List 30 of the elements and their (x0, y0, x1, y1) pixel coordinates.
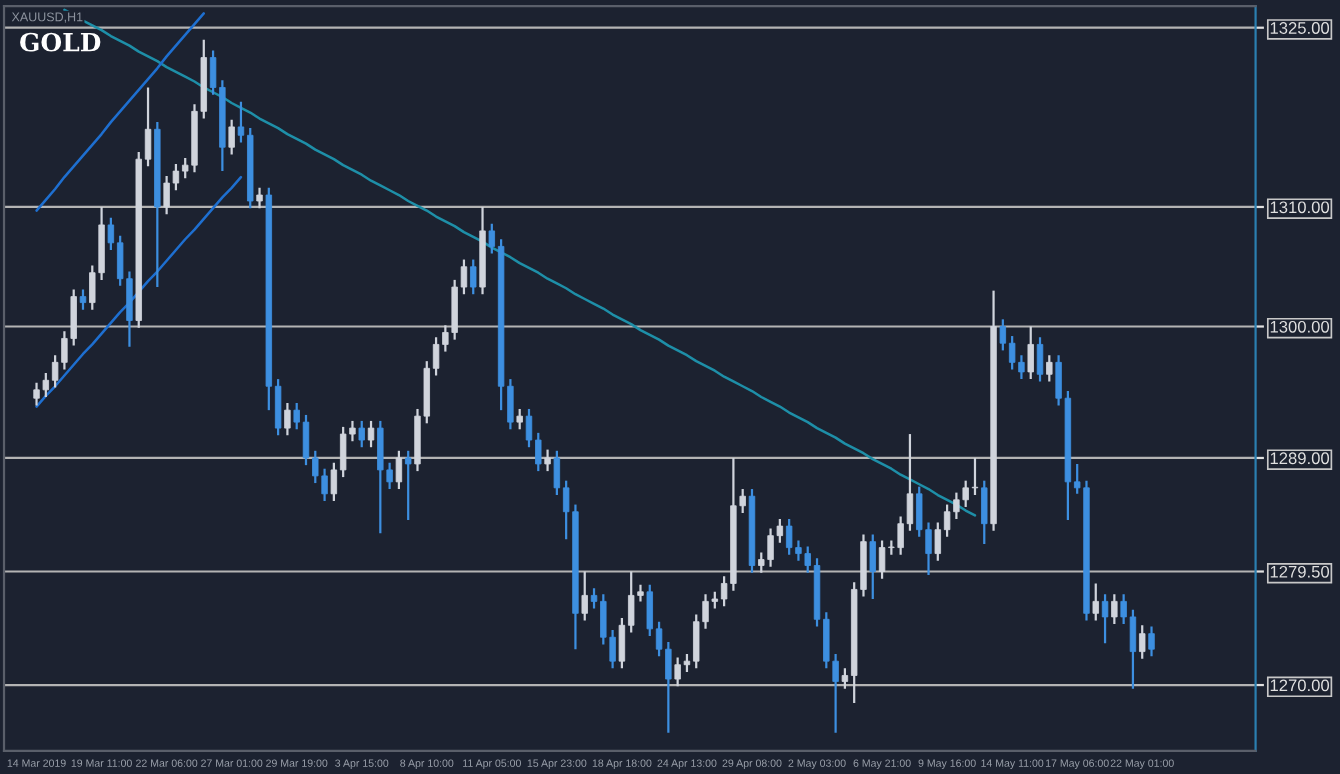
candlestick (284, 401, 291, 437)
candlestick (256, 186, 263, 210)
candlestick (581, 570, 588, 622)
text: GOLD (20, 32, 101, 52)
candlestick (1148, 625, 1155, 658)
candlestick (1111, 593, 1118, 626)
y-tick-label: 1300.00 (1270, 320, 1330, 333)
line-series (35, 175, 243, 408)
candlestick (981, 479, 988, 546)
y-tick-label: 1289.00 (1270, 452, 1330, 465)
candlestick (1101, 593, 1109, 645)
candlestick (395, 449, 403, 491)
candlestick (228, 118, 235, 156)
y-tick-label: 1279.50 (1270, 565, 1330, 578)
candlestick (358, 419, 365, 449)
y-tick-label: 1310.00 (1270, 201, 1330, 214)
y-tick-label: 1325.00 (1270, 22, 1330, 34)
candlestick (470, 258, 477, 296)
candlestick (79, 288, 87, 311)
candlestick (869, 533, 876, 601)
candlestick (516, 407, 523, 431)
candlestick (1046, 354, 1053, 383)
candlestick (404, 449, 412, 522)
candlestick (1027, 325, 1034, 381)
candlestick (1139, 624, 1146, 660)
candlestick (544, 448, 551, 473)
candlestick (367, 419, 375, 449)
candlestick (1036, 336, 1044, 383)
candlestick (1092, 582, 1099, 622)
y-tick-label: 1270.00 (1270, 679, 1330, 692)
